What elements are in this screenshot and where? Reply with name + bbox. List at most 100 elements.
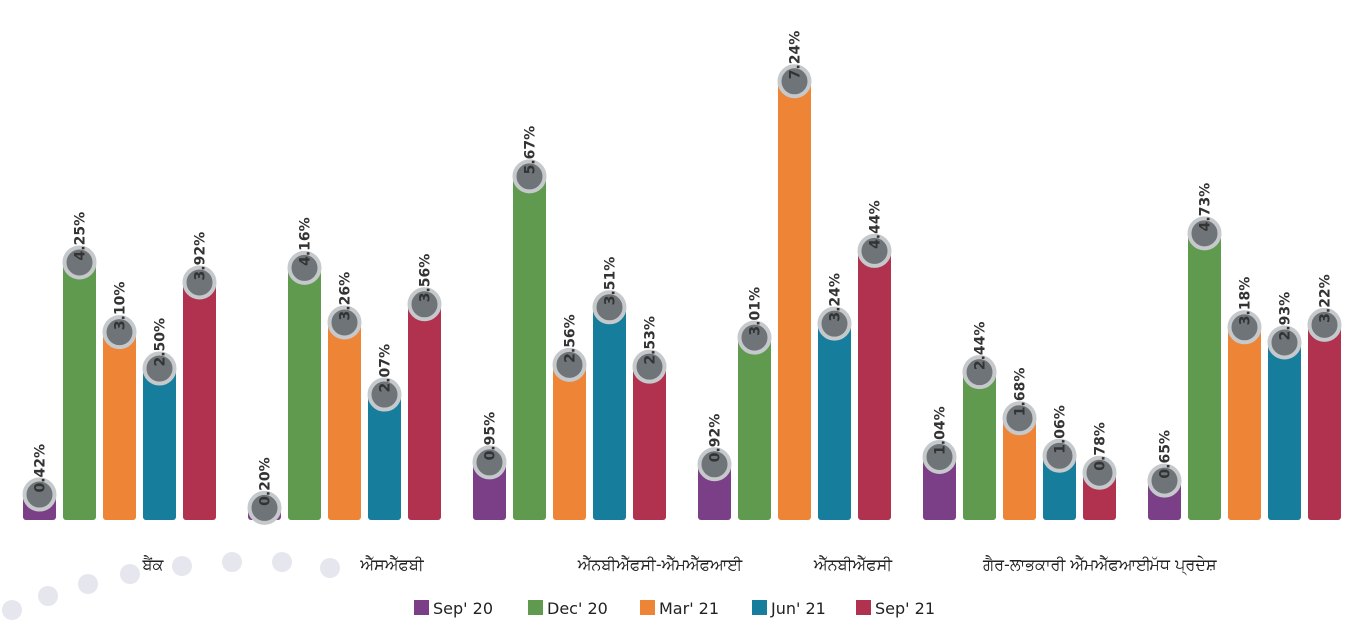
- bar-group: 2.56%: [552, 314, 587, 520]
- bar-marker: [327, 305, 362, 340]
- bar-marker: [182, 265, 217, 300]
- bar-marker: [287, 250, 322, 285]
- bar: [858, 250, 891, 520]
- data-label: 0.42%: [33, 444, 49, 493]
- bar: [288, 267, 321, 520]
- data-label: 3.51%: [603, 257, 619, 306]
- bar: [633, 366, 666, 520]
- legend-item: Dec' 20: [528, 599, 608, 618]
- bar-group: 0.65%: [1147, 430, 1182, 520]
- bar-group: 0.42%: [22, 444, 57, 520]
- bar-group: 3.56%: [407, 254, 442, 520]
- bar-group: 2.50%: [142, 318, 177, 520]
- data-label: 2.07%: [378, 344, 394, 393]
- bar-group: 3.10%: [102, 282, 137, 520]
- bar-group: 3.92%: [182, 232, 217, 520]
- legend-swatch: [414, 600, 429, 615]
- decorative-dots: [2, 552, 340, 620]
- data-label: 0.65%: [1158, 430, 1174, 479]
- bar-group: 4.25%: [62, 212, 97, 520]
- bar-marker: [592, 290, 627, 325]
- bar-marker: [142, 351, 177, 386]
- bar-group: 1.68%: [1002, 368, 1037, 520]
- decor-dot: [172, 556, 192, 576]
- legend-swatch: [640, 600, 655, 615]
- bar: [513, 176, 546, 520]
- bar: [368, 394, 401, 520]
- decor-dot: [120, 564, 140, 584]
- bar-group: 0.78%: [1082, 422, 1117, 520]
- data-label: 3.18%: [1238, 277, 1254, 326]
- bar-marker: [1042, 438, 1077, 473]
- bar-group: 1.06%: [1042, 405, 1077, 520]
- bar-group: 0.95%: [472, 412, 507, 520]
- bar-marker: [632, 349, 667, 384]
- data-label: 0.78%: [1093, 422, 1109, 471]
- bar-marker: [247, 490, 282, 525]
- bar-group: 3.01%: [737, 287, 772, 520]
- bar: [1043, 455, 1076, 520]
- bar-marker: [1147, 463, 1182, 498]
- bar-marker: [1267, 325, 1302, 360]
- bar: [553, 364, 586, 520]
- data-label: 2.44%: [973, 322, 989, 371]
- decor-dot: [320, 558, 340, 578]
- bar-group: 4.44%: [857, 200, 892, 520]
- bar: [408, 304, 441, 520]
- bar-group: 2.93%: [1267, 292, 1302, 520]
- data-label: 0.95%: [483, 412, 499, 461]
- bar: [738, 337, 771, 520]
- bar: [963, 372, 996, 520]
- bar-marker: [552, 347, 587, 382]
- data-label: 3.24%: [828, 273, 844, 322]
- data-label: 4.73%: [1198, 183, 1214, 232]
- bar-marker: [1187, 216, 1222, 251]
- bar-marker: [472, 445, 507, 480]
- bar-group: 2.53%: [632, 316, 667, 520]
- category-label: ਗੈਰ-ਲਾਭਕਾਰੀ ਐੱਮਐੱਫਆਈ: [982, 555, 1152, 574]
- data-label: 1.04%: [933, 406, 949, 455]
- data-label: 0.20%: [258, 457, 274, 506]
- bar: [328, 322, 361, 520]
- bar: [1228, 327, 1261, 520]
- legend-item: Sep' 20: [414, 599, 493, 618]
- decor-dot: [2, 600, 22, 620]
- legend-label: Jun' 21: [770, 599, 826, 618]
- bar-marker: [817, 306, 852, 341]
- decor-dot: [78, 574, 98, 594]
- category-label: ਐੱਨਬੀਐੱਫਸੀ-ਐੱਮਐੱਫਆਈ: [577, 555, 744, 574]
- data-label: 2.50%: [153, 318, 169, 367]
- category-label: ਐੱਨਬੀਐੱਫਸੀ: [813, 555, 893, 574]
- data-label: 3.92%: [193, 232, 209, 281]
- data-label: 3.22%: [1318, 274, 1334, 323]
- bar-group: 4.73%: [1187, 183, 1222, 520]
- data-label: 4.16%: [298, 217, 314, 266]
- bar: [1308, 324, 1341, 520]
- bar-marker: [367, 377, 402, 412]
- bar-group: 1.04%: [922, 406, 957, 520]
- bar: [593, 307, 626, 520]
- bar: [143, 368, 176, 520]
- data-label: 2.56%: [563, 314, 579, 363]
- data-label: 1.06%: [1053, 405, 1069, 454]
- bar: [1003, 418, 1036, 520]
- category-label: ਮੱਧ ਪ੍ਰਦੇਸ਼: [1148, 555, 1217, 576]
- bar-group: 7.24%: [777, 31, 812, 521]
- decor-dot: [38, 586, 58, 606]
- bar-marker: [777, 64, 812, 99]
- data-label: 5.67%: [523, 126, 539, 175]
- data-label: 2.93%: [1278, 292, 1294, 341]
- bar-marker: [737, 320, 772, 355]
- bar-group: 3.18%: [1227, 277, 1262, 520]
- bar-marker: [62, 245, 97, 280]
- bars-layer: 0.42% 0.20% 0.95% 0.92% 1.04% 0.65% 4.25% 4.16%…: [22, 31, 1342, 525]
- bar-marker: [1082, 455, 1117, 490]
- bar: [103, 332, 136, 520]
- bar-group: 3.26%: [327, 272, 362, 520]
- legend-swatch: [856, 600, 871, 615]
- bar-group: 3.24%: [817, 273, 852, 520]
- data-label: 3.26%: [338, 272, 354, 321]
- data-label: 3.01%: [748, 287, 764, 336]
- bar: [1268, 342, 1301, 520]
- bar: [923, 456, 956, 520]
